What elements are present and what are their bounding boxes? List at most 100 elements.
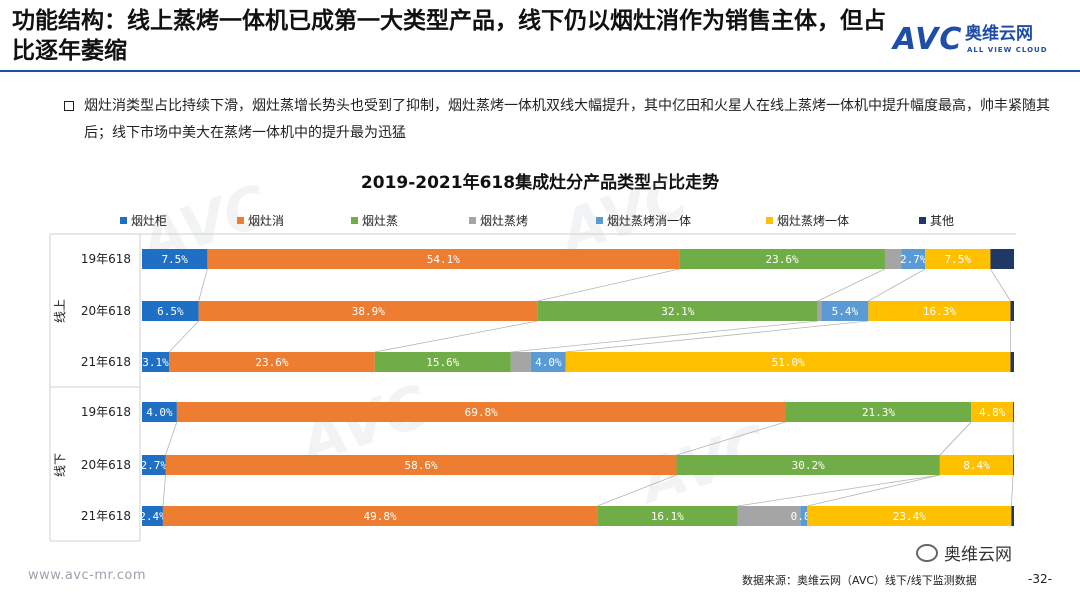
data-label: 69.8% [465,406,498,419]
legend-swatch [120,217,127,224]
legend-swatch [469,217,476,224]
data-label: 51.0% [772,356,805,369]
bar-segment [142,352,170,372]
series-connector-line [510,320,818,353]
data-label: 58.6% [404,459,437,472]
wechat-label: 奥维云网 [944,545,1012,565]
data-label: 6.5% [157,305,184,318]
bar-segment [165,455,677,475]
group-label: 线上 [53,299,67,323]
bar-segment [176,402,786,422]
series-connector-line [676,421,786,456]
bar-segment [207,249,680,269]
series-connector-line [565,320,869,353]
data-label: 54.1% [427,253,460,266]
series-connector-line [817,268,886,302]
data-label: 38.9% [352,305,385,318]
bar-segment [142,301,199,321]
series-connector-line [737,474,940,507]
series-connector-line [868,268,926,302]
bar-segment [374,352,511,372]
series-connector-line [374,320,538,353]
category-label: 21年618 [81,355,131,369]
data-label: 5.4% [832,305,859,318]
data-source: 数据来源：奥维云网（AVC）线下/线下监测数据 [742,574,977,587]
series-connector-line [198,268,208,302]
avc-logo: AVC 奥维云网 ALL VIEW CLOUD [893,22,1063,62]
data-label: 23.4% [893,510,926,523]
bar-segment [785,402,972,422]
series-connector-line [939,421,972,456]
category-label: 19年618 [81,252,131,266]
data-label: 2.4% [139,510,166,523]
bar-segment [565,352,1011,372]
bar-segment [971,402,1014,422]
legend-swatch [596,217,603,224]
bar-segment [510,352,531,372]
bar-segment [901,249,926,269]
bar-segment [198,301,538,321]
summary-bullet: 烟灶消类型占比持续下滑，烟灶蒸增长势头也受到了抑制，烟灶蒸烤一体机双线大幅提升，… [84,98,1050,141]
bar-segment [807,506,1012,526]
bar-segment [530,352,566,372]
bar-segment [162,506,598,526]
series-connector-line [165,421,178,456]
data-label: 16.3% [923,305,956,318]
legend-label: 烟灶蒸烤消一体 [607,213,691,228]
bar-segment [925,249,991,269]
legend-label: 烟灶柜 [131,214,167,228]
legend-label: 烟灶蒸烤一体 [777,213,849,228]
data-label: 30.2% [792,459,825,472]
page-number: -32- [1028,572,1052,586]
bar-segment [868,301,1011,321]
legend-swatch [237,217,244,224]
bar-segment [800,506,808,526]
category-label: 19年618 [81,405,131,419]
bar-segment [821,301,869,321]
wechat-badge: 奥维云网 [916,540,1012,565]
legend-label: 烟灶蒸 [362,214,398,228]
category-label: 21年618 [81,509,131,523]
logo-mark: AVC [893,22,963,57]
data-label: 4.8% [979,406,1006,419]
bar-segment [676,455,940,475]
bar-segment [1010,301,1014,321]
chart-title: 2019-2021年618集成灶分产品类型占比走势 [360,173,720,193]
logo-chinese: 奥维云网 [965,24,1033,44]
bar-segment [142,249,208,269]
bar-segment [142,455,166,475]
bar-segment [1011,506,1014,526]
data-label: 4.0% [146,406,173,419]
bar-segment [817,301,822,321]
bar-segment [884,249,902,269]
category-label: 20年618 [81,304,131,318]
page-title: 功能结构：线上蒸烤一体机已成第一大类型产品，线下仍以烟灶消作为销售主体，但占比逐… [12,8,886,64]
bar-segment [1010,352,1014,372]
data-label: 49.8% [363,510,396,523]
bar-segment [939,455,1014,475]
group-label: 线下 [53,453,67,477]
data-label: 2.7% [141,459,168,472]
series-connector-line [807,474,940,507]
data-label: 3.1% [142,356,169,369]
category-label: 20年618 [81,458,131,472]
legend-label: 烟灶蒸烤 [480,213,528,228]
data-label: 23.6% [255,356,288,369]
bar-segment [142,506,163,526]
legend-swatch [919,217,926,224]
bar-segment [597,506,738,526]
legend-label: 烟灶消 [248,214,284,228]
data-label: 4.0% [535,356,562,369]
data-label: 8.4% [963,459,990,472]
data-label: 32.1% [661,305,694,318]
footer-url: www.avc-mr.com [28,568,147,583]
bar-segment [737,506,801,526]
bar-segment [1013,455,1014,475]
data-label: 16.1% [651,510,684,523]
bar-segment [679,249,885,269]
data-label: 21.3% [862,406,895,419]
bar-segment [1013,402,1014,422]
bar-segment [169,352,375,372]
bar-segment [990,249,1014,269]
series-connector-line [162,474,166,507]
